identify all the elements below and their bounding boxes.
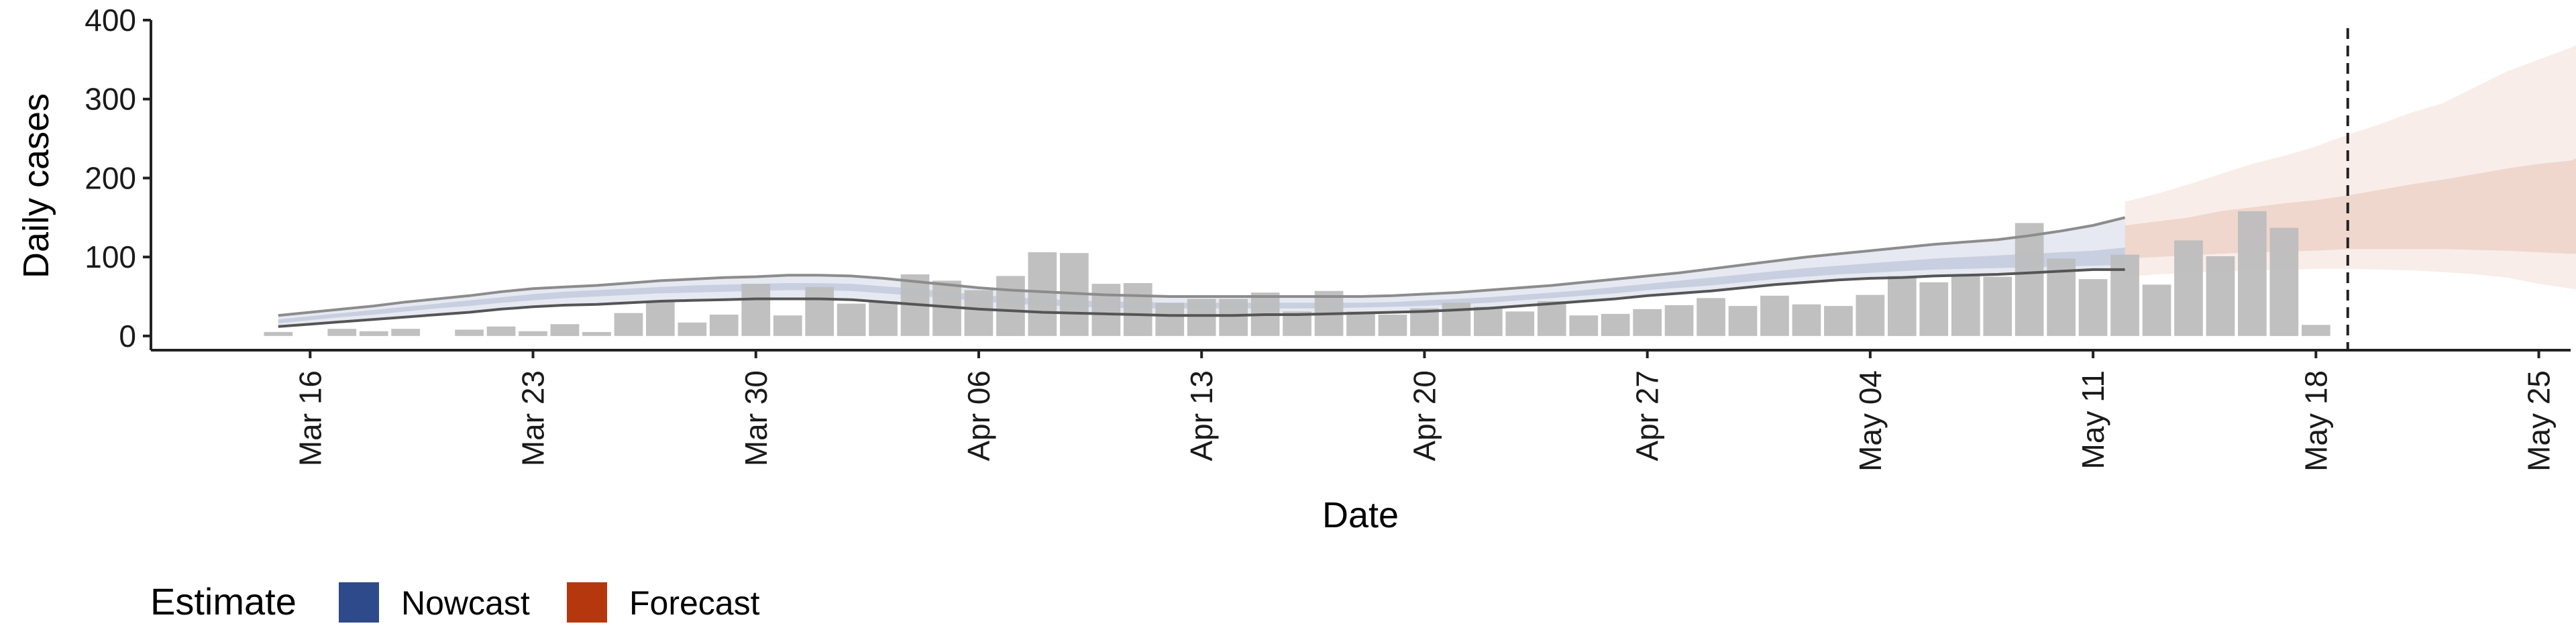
bar: [805, 286, 834, 336]
legend-label-forecast: Forecast: [629, 584, 760, 622]
bar: [264, 331, 293, 336]
bar: [646, 302, 675, 336]
legend: Estimate Nowcast Forecast: [150, 580, 760, 623]
nowcast-lower-line: [278, 268, 2125, 328]
bar: [869, 301, 898, 336]
nowcast-interval-lines: [278, 216, 2126, 328]
bar: [1951, 275, 1980, 336]
x-tick-label: Apr 20: [1407, 370, 1442, 462]
bar: [1474, 307, 1503, 336]
bar: [1123, 283, 1152, 336]
bar: [1442, 303, 1471, 336]
x-tick-label: Mar 30: [739, 370, 773, 466]
bar: [1760, 295, 1789, 336]
x-axis-title: Date: [1322, 495, 1399, 535]
bar: [391, 329, 420, 336]
x-tick-label: Mar 23: [516, 370, 551, 466]
x-tick-label: Mar 16: [292, 370, 327, 466]
bar: [1664, 305, 1694, 336]
y-axis-title: Daily cases: [16, 93, 56, 278]
nowcast-upper-line: [278, 216, 2126, 317]
bar: [2142, 284, 2171, 336]
bar: [1728, 306, 1758, 336]
bar: [741, 284, 771, 336]
bar: [996, 276, 1025, 336]
bar: [1155, 303, 1185, 336]
y-tick-label: 200: [85, 160, 136, 195]
forecast-bands: [2125, 45, 2576, 290]
y-tick-label: 400: [85, 3, 136, 38]
bar: [1601, 313, 1630, 336]
x-tick-label: Apr 13: [1184, 370, 1219, 462]
bar: [614, 313, 643, 336]
bar: [455, 329, 484, 336]
bar: [1856, 294, 1885, 336]
bar: [837, 303, 866, 336]
bar: [2302, 325, 2330, 336]
bar: [1919, 282, 1949, 336]
bar: [2174, 240, 2203, 336]
bar: [1537, 301, 1566, 336]
bar: [2078, 279, 2108, 336]
bar: [2269, 227, 2299, 336]
y-axis: 0 100 200 300 400: [85, 3, 152, 354]
bar: [327, 329, 357, 336]
bar: [1983, 276, 2012, 336]
bar: [2238, 211, 2267, 336]
reported-cases-bars: [264, 211, 2330, 336]
bar: [1824, 306, 1853, 336]
bar: [2110, 254, 2139, 336]
x-tick-label: Apr 06: [961, 370, 996, 462]
bar: [678, 322, 707, 336]
x-tick-label: May 04: [1853, 370, 1888, 472]
bar: [486, 326, 516, 336]
bar: [1378, 315, 1407, 336]
legend-title: Estimate: [150, 580, 297, 623]
bar: [709, 315, 739, 336]
bar: [1219, 299, 1248, 336]
bar: [582, 331, 611, 336]
x-tick-label: May 11: [2076, 370, 2110, 469]
bar: [359, 331, 388, 336]
forecast-band-90: [2125, 45, 2576, 290]
bar: [1346, 311, 1375, 336]
bar: [1633, 309, 1662, 336]
forecast-band-50: [2125, 158, 2576, 259]
legend-swatch-forecast: [567, 582, 607, 623]
bar: [1697, 298, 1725, 336]
bar: [2015, 223, 2044, 336]
plot-area: [264, 28, 2576, 350]
bar: [1792, 304, 1821, 336]
bar: [1028, 252, 1057, 336]
bar: [1187, 299, 1216, 336]
y-tick-label: 300: [85, 82, 136, 117]
legend-swatch-nowcast: [339, 582, 379, 623]
y-tick-label: 0: [119, 319, 136, 354]
bar: [550, 324, 580, 336]
bar: [964, 290, 994, 336]
x-tick-label: Apr 27: [1630, 370, 1665, 462]
legend-label-nowcast: Nowcast: [401, 584, 530, 622]
x-tick-label: May 18: [2298, 370, 2333, 472]
bar: [1091, 284, 1121, 336]
bar: [1569, 315, 1599, 336]
bar: [773, 315, 802, 336]
bar: [1888, 276, 1917, 336]
y-tick-label: 100: [85, 239, 136, 274]
x-axis: Mar 16 Mar 23 Mar 30 Apr 06 Apr 13 Apr 20 Apr …: [151, 349, 2571, 472]
bar: [2206, 256, 2235, 336]
bar: [519, 331, 547, 336]
bar: [1505, 311, 1535, 336]
x-tick-label: May 25: [2522, 370, 2557, 472]
